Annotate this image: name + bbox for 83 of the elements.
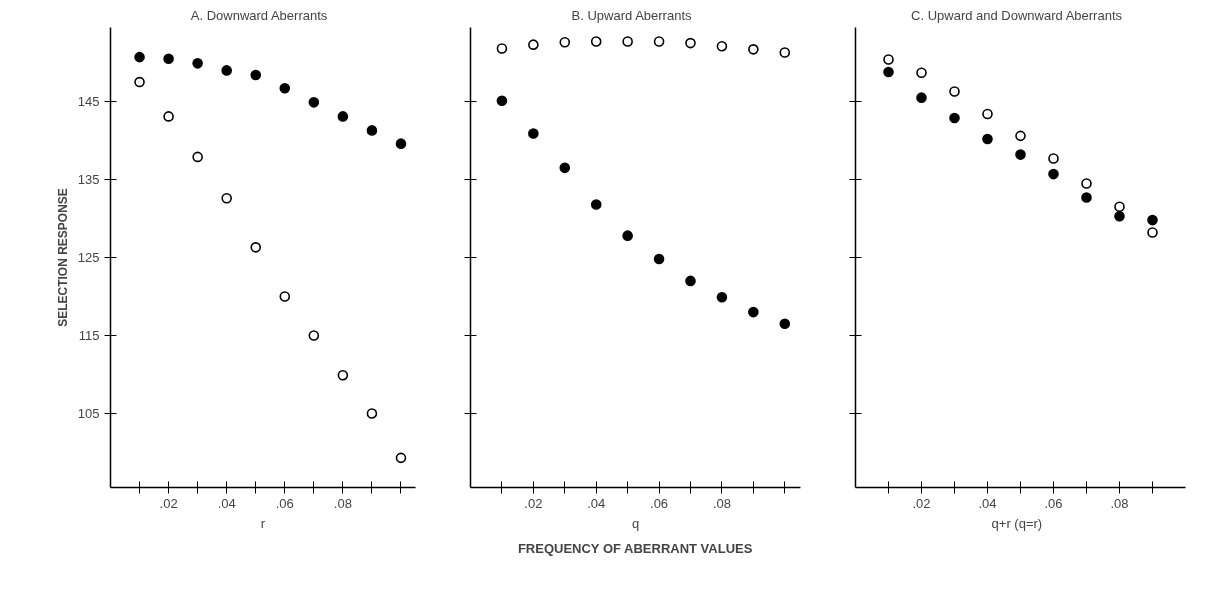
x-tick-label: .02 <box>912 495 931 511</box>
chart-title: C. Upward and Downward Aberrants <box>911 7 1123 23</box>
y-tick-label: 145 <box>77 94 100 110</box>
point <box>1114 201 1125 213</box>
point <box>653 253 665 265</box>
x-tick-label: .04 <box>217 495 236 511</box>
point <box>279 291 291 302</box>
point <box>221 65 232 76</box>
point <box>192 58 203 69</box>
point <box>949 112 960 124</box>
point <box>496 43 508 54</box>
x-tick-label: .08 <box>333 495 352 511</box>
point <box>1147 227 1158 238</box>
point <box>1015 149 1026 160</box>
point <box>337 111 349 122</box>
x-tick-label: .08 <box>712 495 731 511</box>
y-tick-label: 105 <box>77 405 100 421</box>
point <box>1147 214 1158 226</box>
point <box>685 37 696 49</box>
point <box>395 452 407 464</box>
point <box>308 97 320 108</box>
point <box>590 36 602 47</box>
point <box>982 108 993 120</box>
x-axis-title: r <box>260 515 266 531</box>
point <box>916 67 927 79</box>
point <box>883 66 894 78</box>
point <box>528 128 539 139</box>
point <box>716 40 728 52</box>
point <box>279 83 291 94</box>
x-tick-label: .02 <box>159 495 178 511</box>
x-tick-label: .04 <box>587 495 606 511</box>
x-tick-label: .02 <box>524 495 543 511</box>
text: FREQUENCY OF ABERRANT VALUES <box>517 540 753 556</box>
chart-title: B. Upward Aberrants <box>571 7 692 23</box>
point <box>1081 178 1092 189</box>
point <box>1114 210 1125 222</box>
point <box>1015 130 1026 142</box>
x-tick-label: .04 <box>978 495 997 511</box>
point <box>748 306 759 318</box>
point <box>559 162 571 174</box>
point <box>590 199 602 210</box>
point <box>653 36 665 47</box>
point <box>779 318 791 330</box>
point <box>1048 168 1059 180</box>
point <box>685 275 696 287</box>
point <box>366 125 378 136</box>
point <box>528 39 539 50</box>
point <box>622 36 633 47</box>
y-tick-label: 125 <box>77 250 100 265</box>
point <box>748 44 759 55</box>
y-tick-label: 135 <box>77 172 100 188</box>
point <box>134 76 145 88</box>
point <box>395 138 407 149</box>
point <box>163 111 174 122</box>
point <box>366 408 378 419</box>
point <box>1081 192 1092 203</box>
y-axis-title: SELECTION RESPONSE <box>55 188 70 327</box>
x-axis-title: q <box>631 515 640 531</box>
x-tick-label: .06 <box>650 495 669 511</box>
x-tick-label: .06 <box>275 495 294 511</box>
point <box>308 330 320 341</box>
x-tick-label: .06 <box>1044 495 1063 511</box>
x-axis-title: q+r (q=r) <box>991 515 1043 531</box>
point <box>221 192 232 204</box>
point <box>163 53 174 64</box>
point <box>982 133 993 145</box>
point <box>779 47 791 58</box>
point <box>337 369 349 381</box>
point <box>134 51 145 63</box>
y-tick-label: 115 <box>78 327 100 343</box>
point <box>250 242 262 253</box>
point <box>559 37 571 48</box>
point <box>916 92 927 103</box>
point <box>622 230 633 241</box>
chart-title: A. Downward Aberrants <box>190 7 328 23</box>
point <box>496 95 508 107</box>
point <box>1048 153 1059 164</box>
point <box>192 151 203 163</box>
x-tick-label: .08 <box>1110 495 1129 511</box>
point <box>949 86 960 97</box>
point <box>250 69 262 81</box>
point <box>883 54 894 65</box>
point <box>716 291 728 303</box>
